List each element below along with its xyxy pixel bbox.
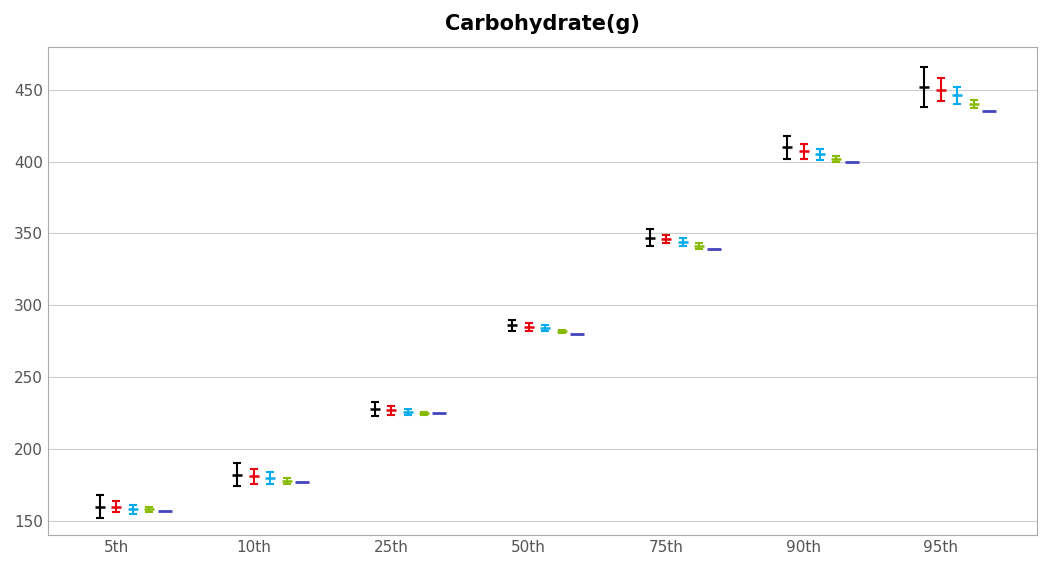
Title: Carbohydrate(g): Carbohydrate(g) (445, 14, 640, 34)
